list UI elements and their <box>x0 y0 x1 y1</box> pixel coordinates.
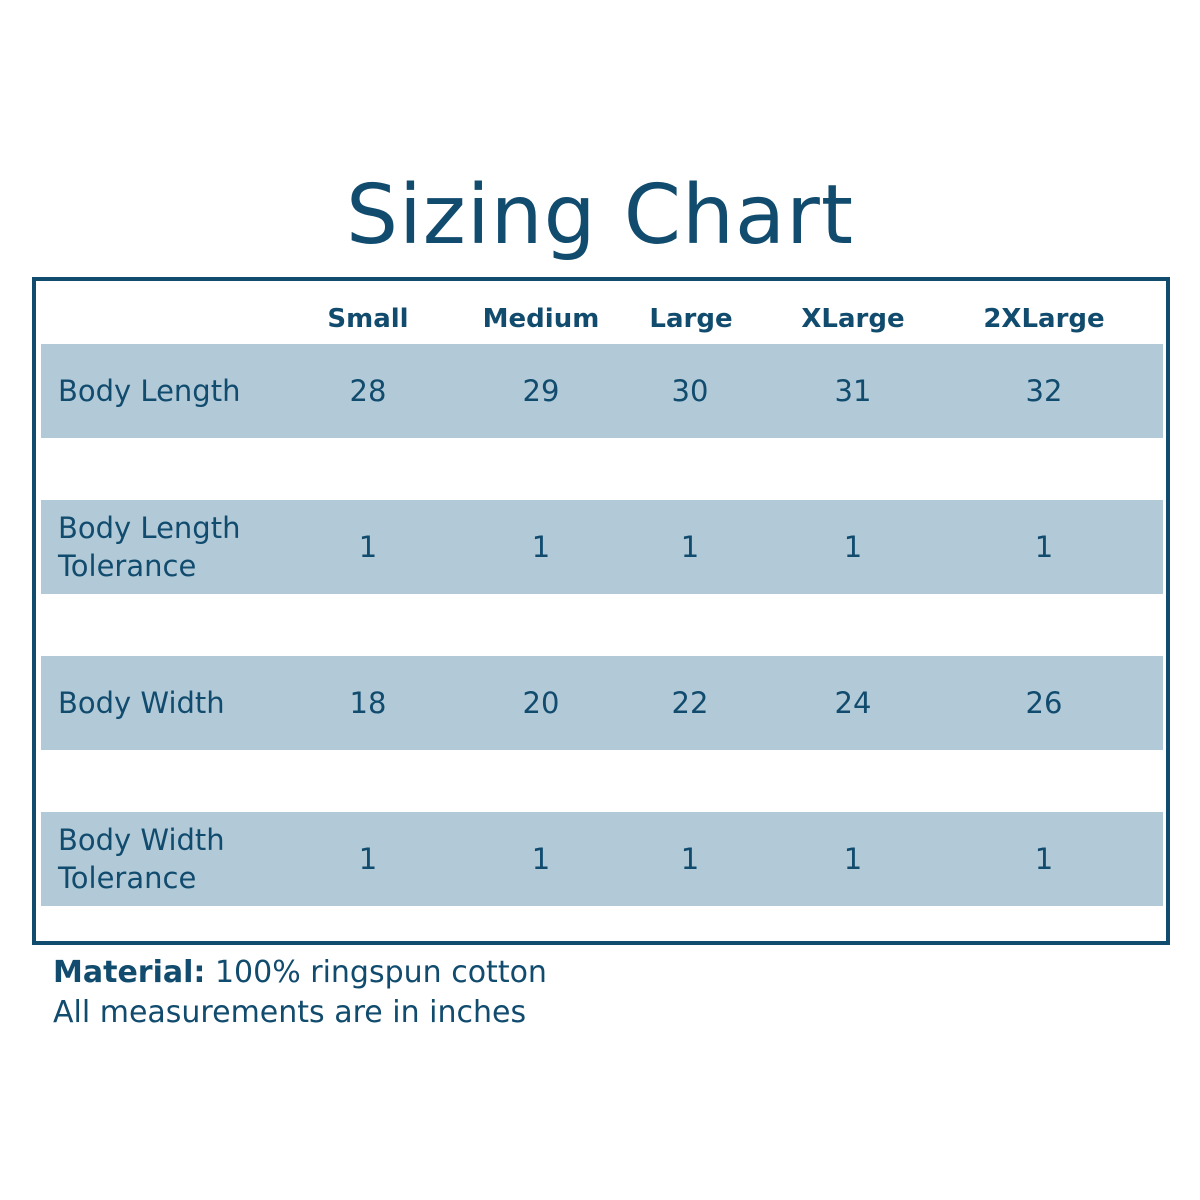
table-cell: 1 <box>680 842 700 876</box>
row-label: Body Length Tolerance <box>58 511 241 583</box>
row-label: Body Length <box>58 374 241 408</box>
measurement-note: All measurements are in inches <box>53 995 527 1030</box>
table-row: Body Length 28 29 30 31 32 <box>41 344 1163 438</box>
table-cell: 1 <box>531 530 551 564</box>
table-cell: 1 <box>358 530 378 564</box>
table-cell: 31 <box>834 374 872 408</box>
table-cell: 18 <box>349 686 387 720</box>
table-cell: 1 <box>531 842 551 876</box>
footer-notes: Material: 100% ringspun cotton All measu… <box>53 953 547 1033</box>
column-header-small: Small <box>327 304 409 334</box>
row-label: Body Width <box>58 686 225 720</box>
table-cell: 1 <box>1034 530 1054 564</box>
material-label: Material: <box>53 955 206 990</box>
column-header-xlarge: XLarge <box>801 304 905 334</box>
table-cell: 1 <box>843 842 863 876</box>
table-cell: 28 <box>349 374 387 408</box>
table-cell: 20 <box>522 686 560 720</box>
table-cell: 1 <box>843 530 863 564</box>
row-label: Body Width Tolerance <box>58 823 225 895</box>
column-header-2xlarge: 2XLarge <box>983 304 1105 334</box>
table-cell: 29 <box>522 374 560 408</box>
table-cell: 1 <box>358 842 378 876</box>
table-cell: 24 <box>834 686 872 720</box>
table-cell: 22 <box>671 686 709 720</box>
table-cell: 1 <box>1034 842 1054 876</box>
table-cell: 1 <box>680 530 700 564</box>
table-cell: 32 <box>1025 374 1063 408</box>
column-header-large: Large <box>649 304 733 334</box>
table-row: Body Width Tolerance 1 1 1 1 1 <box>41 812 1163 906</box>
table-cell: 30 <box>671 374 709 408</box>
material-value: 100% ringspun cotton <box>214 955 547 990</box>
table-row: Body Width 18 20 22 24 26 <box>41 656 1163 750</box>
table-cell: 26 <box>1025 686 1063 720</box>
material-line: Material: 100% ringspun cotton <box>53 953 547 993</box>
table-row: Body Length Tolerance 1 1 1 1 1 <box>41 500 1163 594</box>
sizing-table: Small Medium Large XLarge 2XLarge Body L… <box>32 277 1170 945</box>
column-header-medium: Medium <box>482 304 600 334</box>
page-title: Sizing Chart <box>345 168 855 263</box>
